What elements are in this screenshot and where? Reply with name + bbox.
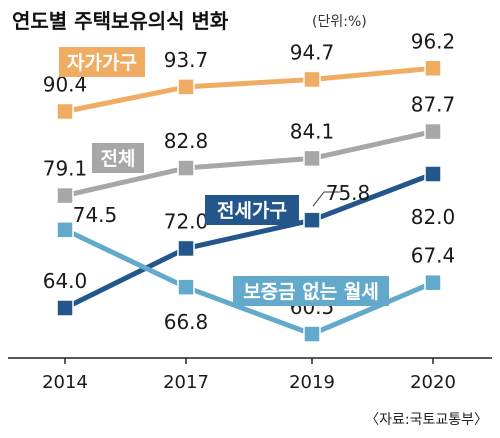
series-name-3: 보증금 없는 월세 [243, 281, 379, 303]
x-tick-label-2: 2019 [289, 372, 335, 393]
data-label-2-1: 72.0 [164, 209, 209, 233]
data-label-2-3: 82.0 [411, 205, 456, 229]
data-label-0-1: 93.7 [164, 48, 209, 72]
series-badge-1 [92, 143, 144, 173]
data-label-1-3: 87.7 [411, 93, 456, 117]
data-point-0-2 [303, 70, 321, 89]
series-line-2 [63, 171, 434, 311]
data-point-2-1 [177, 239, 195, 258]
data-label-3-3: 67.4 [411, 244, 456, 268]
data-point-1-0 [56, 186, 74, 205]
data-label-1-0: 79.1 [43, 157, 88, 181]
data-point-1-3 [424, 122, 442, 141]
series-badge-2 [205, 195, 299, 225]
data-point-2-3 [424, 165, 442, 183]
x-tick-label-3: 2020 [410, 372, 456, 393]
data-label-0-2: 94.7 [290, 40, 335, 64]
chart-title: 연도별 주택보유의식 변화 [12, 9, 229, 33]
data-point-3-3 [424, 273, 442, 292]
x-tick-label-0: 2014 [42, 372, 88, 393]
data-point-0-1 [177, 78, 195, 96]
data-label-1-2: 84.1 [290, 119, 335, 143]
x-tick-label-1: 2017 [163, 372, 209, 393]
data-point-2-0 [56, 299, 74, 317]
data-label-2-0: 64.0 [43, 269, 88, 293]
label-leader-line [312, 191, 340, 207]
data-point-3-0 [56, 221, 74, 239]
data-label-2-2: 75.8 [326, 181, 371, 205]
series-name-1: 전체 [101, 148, 136, 170]
data-point-0-3 [424, 59, 442, 78]
series-line-1 [64, 129, 434, 199]
series-badge-3 [233, 276, 389, 306]
data-point-2-2 [303, 211, 321, 229]
data-point-3-2 [303, 325, 321, 343]
data-point-1-1 [177, 159, 195, 177]
series-name-2: 전세가구 [217, 200, 287, 222]
chart-unit: (단위:%) [312, 14, 367, 30]
data-point-0-0 [56, 102, 74, 121]
data-point-1-2 [303, 149, 321, 168]
data-label-3-0: 74.5 [73, 203, 118, 227]
data-label-3-1: 66.8 [164, 310, 209, 334]
series-name-0: 자가가구 [67, 52, 137, 74]
data-label-1-1: 82.8 [164, 129, 209, 153]
series-line-3 [63, 227, 434, 337]
source-note: 〈자료:국토교통부〉 [365, 412, 488, 428]
series-line-0 [64, 65, 434, 114]
series-badge-0 [59, 47, 145, 77]
data-point-3-1 [177, 278, 195, 296]
data-label-0-3: 96.2 [411, 29, 456, 53]
